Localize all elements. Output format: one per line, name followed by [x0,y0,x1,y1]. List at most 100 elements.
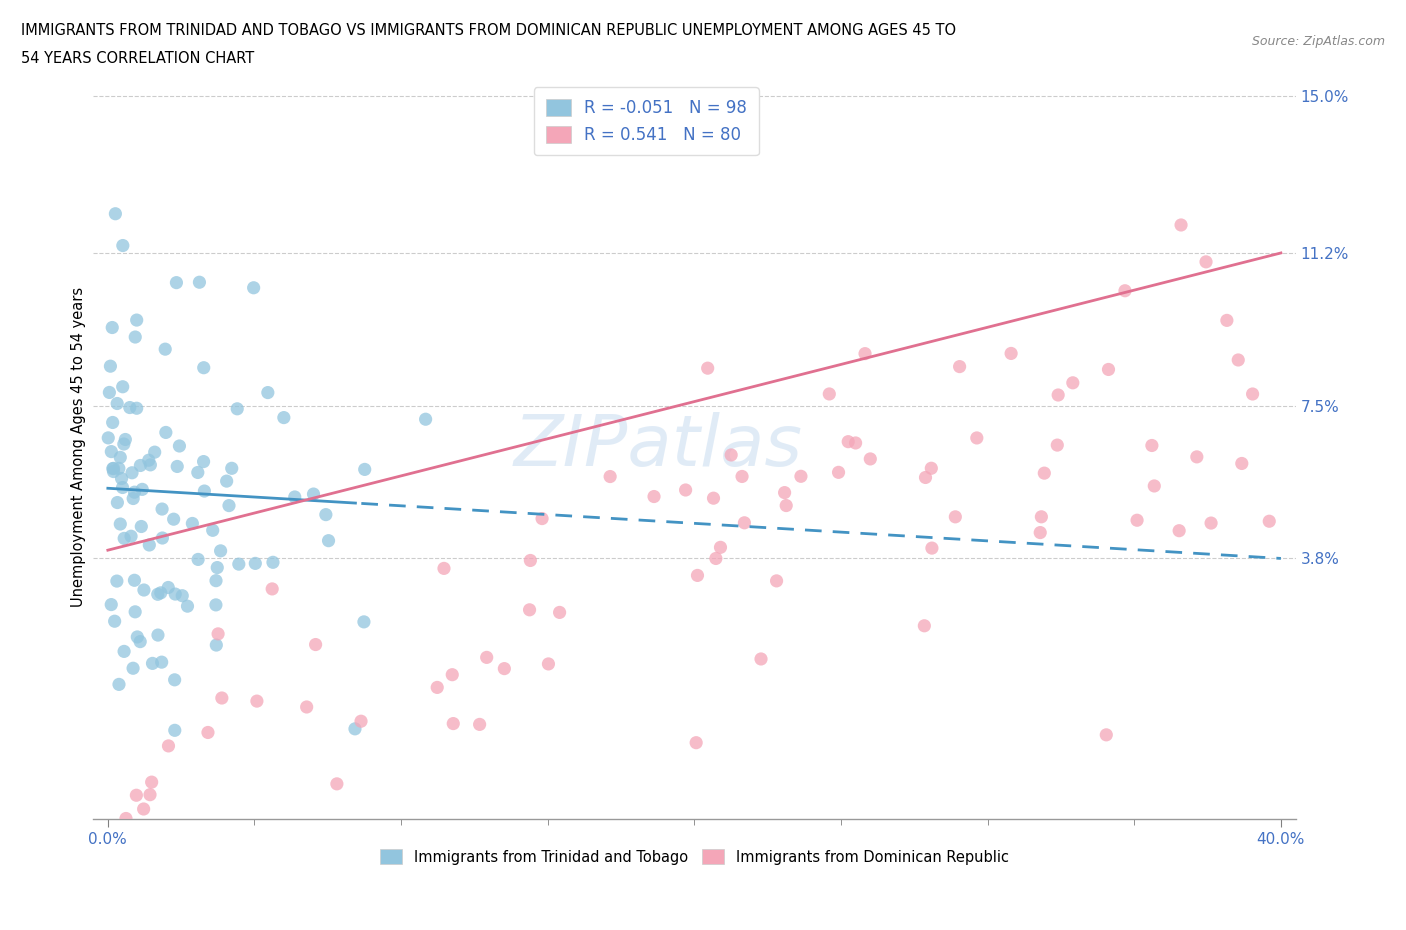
Point [205,597,228,612]
Point [141,656,163,671]
Text: IMMIGRANTS FROM TRINIDAD AND TOBAGO VS IMMIGRANTS FROM DOMINICAN REPUBLIC UNEMPL: IMMIGRANTS FROM TRINIDAD AND TOBAGO VS I… [21,23,956,38]
Point [193,454,215,469]
Point [966,431,988,445]
Point [163,723,186,737]
Point [1199,515,1222,530]
Point [818,387,841,402]
Point [262,555,284,570]
Point [1046,438,1069,453]
Point [494,661,516,676]
Point [150,531,173,546]
Text: Source: ZipAtlas.com: Source: ZipAtlas.com [1251,35,1385,48]
Point [519,603,541,618]
Point [211,691,233,706]
Point [441,716,464,731]
Point [124,573,146,588]
Text: 54 YEARS CORRELATION CHART: 54 YEARS CORRELATION CHART [21,51,254,66]
Point [108,461,131,476]
Point [112,436,135,451]
Point [205,638,228,653]
Y-axis label: Unemployment Among Ages 45 to 54 years: Unemployment Among Ages 45 to 54 years [72,287,86,607]
Point [132,582,155,597]
Point [350,714,373,729]
Point [304,637,326,652]
Point [172,589,194,604]
Point [675,483,697,498]
Point [790,469,813,484]
Point [146,628,169,643]
Point [1033,466,1056,481]
Point [318,533,340,548]
Point [131,482,153,497]
Point [129,519,152,534]
Point [1031,510,1053,525]
Point [138,453,160,468]
Point [775,498,797,513]
Point [209,543,232,558]
Point [163,672,186,687]
Point [228,557,250,572]
Point [749,652,772,667]
Point [295,699,318,714]
Point [129,634,152,649]
Point [181,516,204,531]
Point [163,512,186,526]
Point [103,464,125,479]
Point [853,346,876,361]
Point [702,491,724,506]
Point [110,516,132,531]
Point [98,385,121,400]
Point [112,531,135,546]
Point [132,802,155,817]
Point [165,275,187,290]
Point [187,465,209,480]
Point [193,484,215,498]
Point [150,655,173,670]
Point [1097,362,1119,377]
Point [921,540,943,555]
Point [100,597,122,612]
Point [138,538,160,552]
Point [1047,388,1070,403]
Point [157,738,180,753]
Point [704,551,727,566]
Point [949,359,972,374]
Point [257,385,280,400]
Point [284,489,307,504]
Point [139,458,162,472]
Point [124,329,146,344]
Point [218,498,240,513]
Point [124,485,146,499]
Point [1258,513,1281,528]
Point [125,401,148,416]
Point [103,461,125,476]
Point [155,341,177,356]
Point [111,480,134,495]
Point [731,469,754,484]
Point [686,568,709,583]
Point [765,574,787,589]
Point [1140,438,1163,453]
Point [859,451,882,466]
Point [149,585,172,600]
Point [118,400,141,415]
Point [125,788,148,803]
Point [685,736,707,751]
Point [245,556,267,571]
Point [201,523,224,538]
Point [943,510,966,525]
Point [643,489,665,504]
Point [129,458,152,473]
Point [100,359,122,374]
Point [468,717,491,732]
Point [353,462,375,477]
Point [188,274,211,289]
Point [105,396,128,411]
Point [1230,456,1253,471]
Point [242,280,264,295]
Point [1095,727,1118,742]
Point [101,415,124,430]
Point [215,473,238,488]
Point [110,472,132,486]
Point [100,445,122,459]
